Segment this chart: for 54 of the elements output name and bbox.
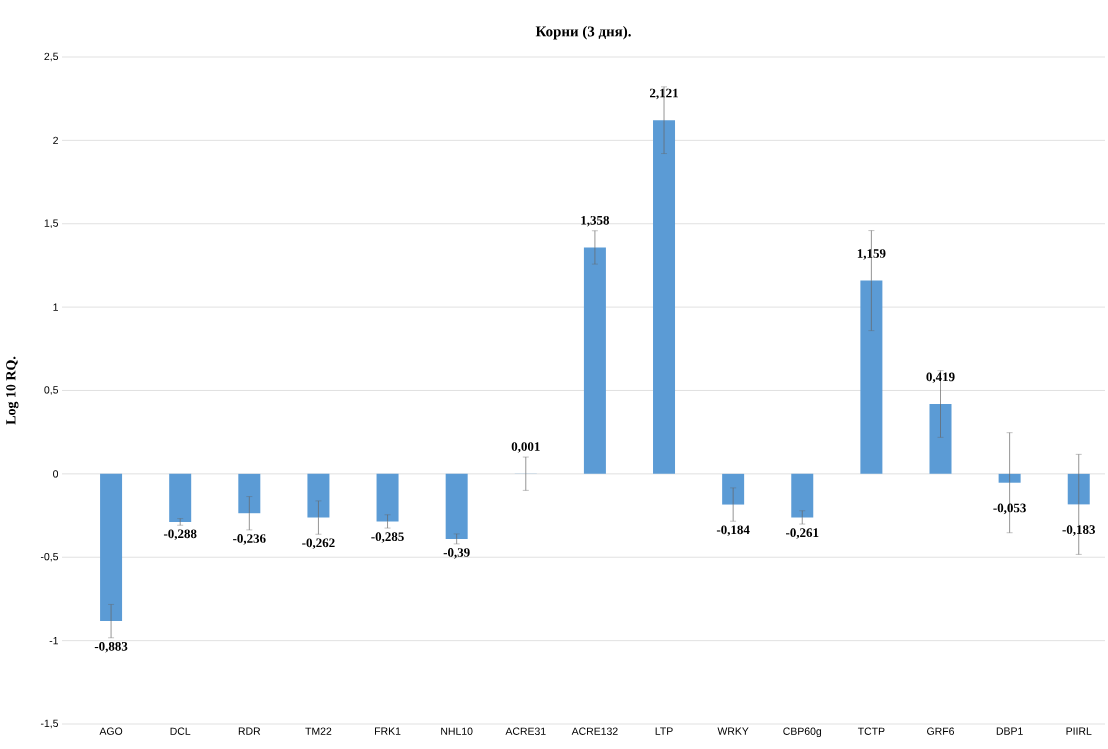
x-tick-label: ACRE31 bbox=[505, 727, 546, 735]
data-label: 0,419 bbox=[926, 372, 955, 384]
data-label: -0,184 bbox=[716, 525, 750, 537]
data-label: -0,39 bbox=[443, 548, 470, 559]
bar bbox=[376, 473, 399, 522]
x-tick-label: NHL10 bbox=[441, 727, 473, 735]
x-tick-label: FRK1 bbox=[375, 727, 401, 735]
data-label: -0,183 bbox=[1062, 525, 1096, 536]
bar bbox=[100, 473, 123, 622]
y-tick-label: -1 bbox=[49, 637, 58, 645]
bar bbox=[653, 120, 676, 474]
bar bbox=[860, 280, 883, 474]
bar bbox=[583, 247, 606, 474]
data-label: 1,358 bbox=[581, 215, 610, 227]
y-tick-label: 1,5 bbox=[44, 219, 59, 229]
bar bbox=[445, 473, 468, 539]
data-label: -0,285 bbox=[371, 532, 404, 543]
x-tick-label: DCL bbox=[170, 727, 191, 735]
y-tick-label: 2,5 bbox=[44, 52, 59, 62]
data-label: -0,262 bbox=[302, 538, 335, 550]
y-tick-label: 1 bbox=[53, 303, 58, 311]
bar bbox=[929, 404, 952, 474]
x-tick-label: AGO bbox=[99, 727, 123, 735]
data-label: -0,053 bbox=[993, 503, 1026, 515]
x-tick-label: CBP60g bbox=[783, 727, 822, 737]
y-tick-label: 0 bbox=[53, 470, 59, 478]
bar bbox=[998, 473, 1021, 483]
y-axis-title: Log 10 RQ. bbox=[6, 356, 19, 425]
x-tick-label: DBP1 bbox=[996, 727, 1023, 735]
y-tick-label: -1,5 bbox=[40, 719, 59, 729]
data-label: -0,261 bbox=[786, 528, 819, 539]
data-label: -0,883 bbox=[94, 641, 128, 653]
x-tick-label: PIIRL bbox=[1066, 727, 1092, 735]
bar bbox=[169, 473, 192, 522]
y-tick-label: -0,5 bbox=[40, 552, 59, 562]
x-tick-label: ACRE132 bbox=[571, 727, 618, 735]
y-tick-label: 0,5 bbox=[44, 386, 59, 395]
data-label: -0,288 bbox=[163, 529, 197, 541]
x-tick-label: RDR bbox=[238, 727, 261, 735]
data-label: -0,236 bbox=[233, 534, 266, 545]
x-tick-label: GRF6 bbox=[927, 727, 954, 735]
chart-title: Корни (3 дня). bbox=[535, 25, 631, 40]
data-label: 0,001 bbox=[511, 442, 540, 453]
x-tick-label: LTP bbox=[655, 727, 673, 735]
data-label: 1,159 bbox=[857, 249, 886, 260]
bar bbox=[791, 473, 814, 518]
x-tick-label: WRKY bbox=[717, 727, 749, 735]
bar bbox=[307, 473, 330, 518]
bar bbox=[1067, 473, 1090, 505]
y-tick-label: 2 bbox=[53, 136, 58, 145]
x-tick-label: TCTP bbox=[857, 727, 885, 735]
data-label: 2,121 bbox=[650, 88, 678, 100]
x-tick-label: TM22 bbox=[305, 727, 332, 735]
bar bbox=[238, 473, 261, 514]
